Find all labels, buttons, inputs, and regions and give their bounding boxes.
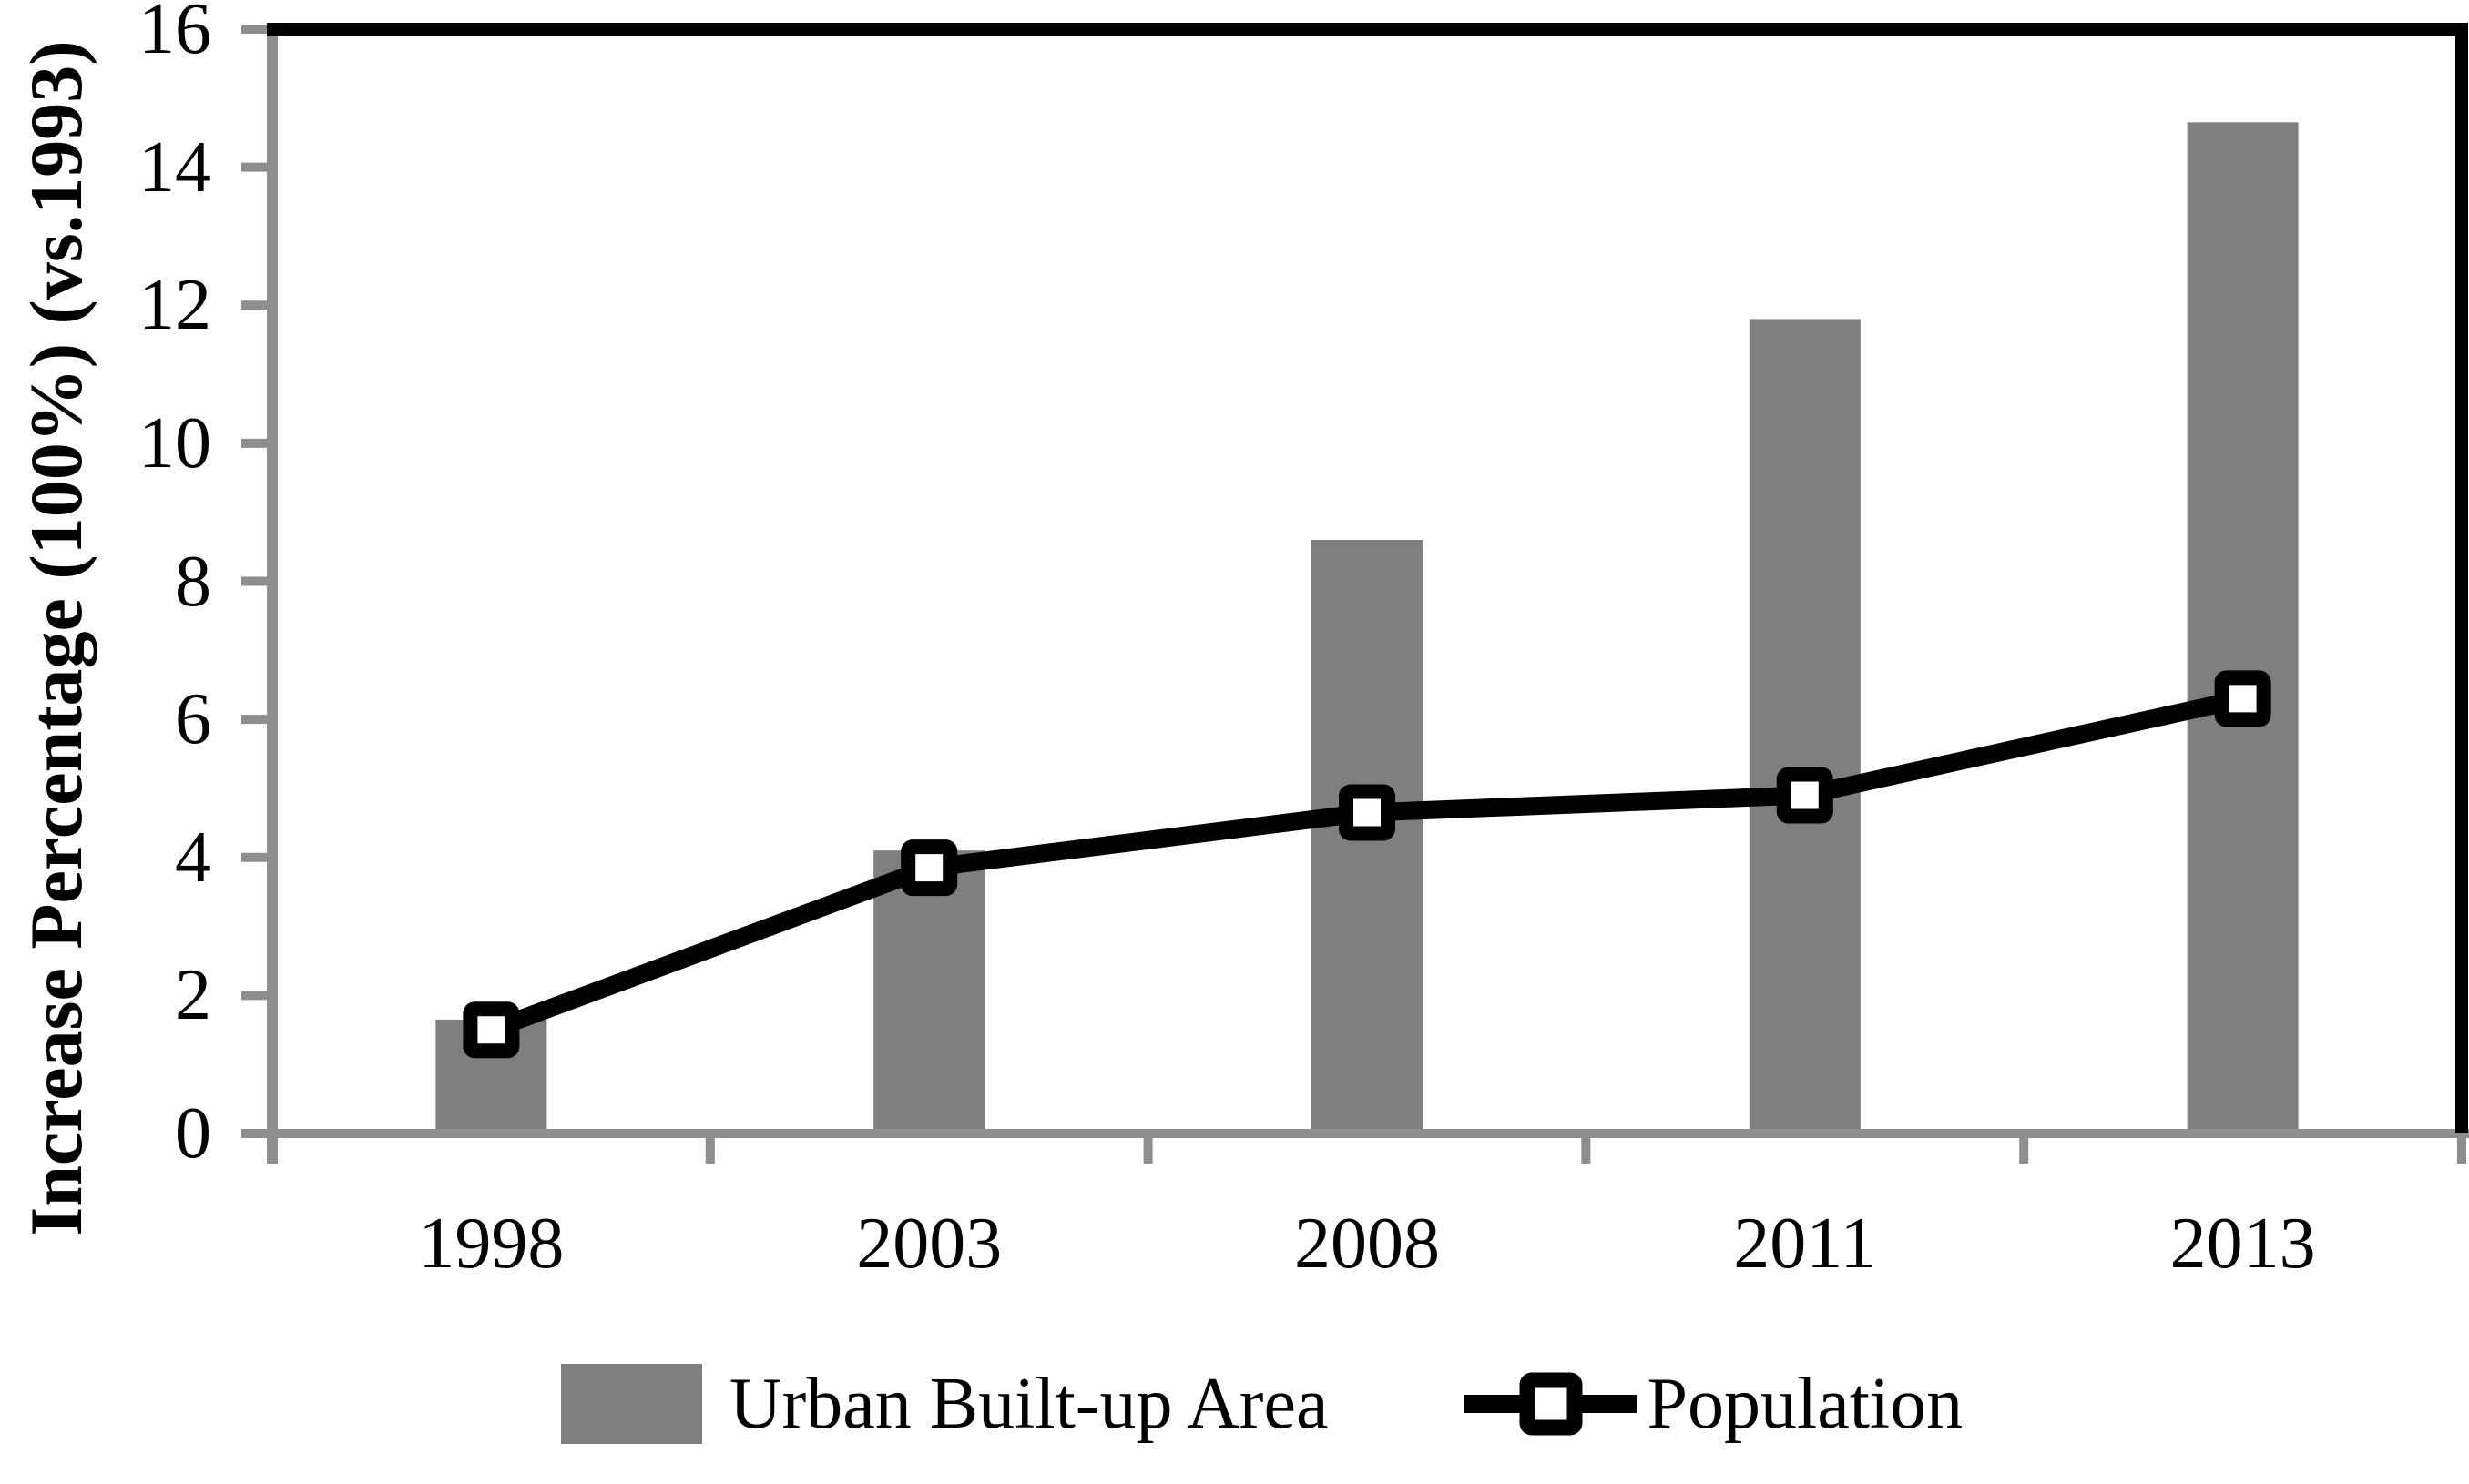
population-marker-2003	[901, 839, 958, 897]
y-tick-label-2: 2	[175, 955, 211, 1036]
population-marker-1998	[463, 1001, 520, 1059]
y-tick-label-12: 12	[138, 265, 211, 346]
x-tick-label-2013: 2013	[2169, 1204, 2316, 1284]
legend: Urban Built-up Area Population	[27, 1349, 2469, 1459]
y-tick-label-0: 0	[175, 1093, 211, 1174]
x-tick-label-1998: 1998	[418, 1204, 565, 1284]
legend-square-marker	[1519, 1372, 1583, 1436]
bar-2013	[2187, 122, 2299, 1133]
y-tick-label-8: 8	[175, 541, 211, 622]
x-tick-label-2008: 2008	[1294, 1204, 1440, 1284]
y-tick-label-4: 4	[175, 817, 211, 898]
bar-2003	[873, 850, 985, 1133]
y-tick-label-6: 6	[175, 679, 211, 760]
y-tick-label-16: 16	[138, 0, 211, 69]
legend-swatch-urban-built-up-area	[560, 1364, 702, 1444]
legend-marker-population	[1464, 1372, 1638, 1436]
y-tick-label-14: 14	[138, 127, 211, 208]
y-tick-label-10: 10	[138, 402, 211, 483]
legend-label-urban-built-up-area: Urban Built-up Area	[729, 1364, 1329, 1444]
legend-label-population: Population	[1647, 1364, 1964, 1444]
x-tick-label-2003: 2003	[856, 1204, 1003, 1284]
x-tick-label-2011: 2011	[1733, 1204, 1877, 1284]
population-marker-2011	[1776, 767, 1833, 824]
population-marker-2008	[1339, 784, 1395, 841]
population-marker-2013	[2214, 670, 2271, 727]
bar-2011	[1749, 319, 1861, 1134]
